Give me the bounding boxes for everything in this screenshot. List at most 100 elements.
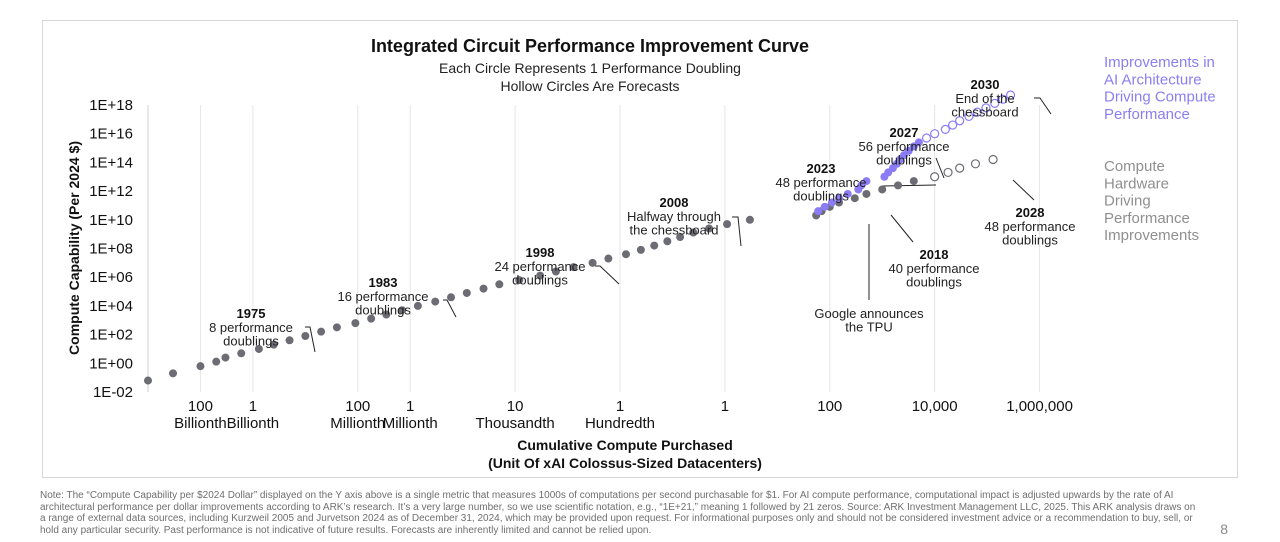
series-1 — [930, 154, 998, 182]
annotation-text: the TPU — [845, 320, 892, 335]
annotation-text: doublings — [876, 153, 932, 168]
page-number: 8 — [1220, 521, 1228, 537]
data-point — [462, 288, 471, 297]
series-0 — [144, 177, 918, 385]
x-tick-label: 10,000 — [912, 398, 958, 415]
data-point — [237, 349, 246, 358]
annotation-text: End of the — [955, 91, 1014, 106]
y-axis: 1E-02 1E+00 1E+02 1E+04 1E+06 1E+08 1E+10 1E+12… — [89, 97, 133, 401]
forecast-point — [943, 167, 953, 178]
data-point — [676, 233, 685, 242]
data-point — [588, 258, 597, 267]
data-point — [636, 245, 645, 254]
annotation-year: 2027 — [890, 125, 919, 140]
annotation-text: 48 performance — [775, 175, 866, 190]
annotation-text: the chessboard — [630, 223, 719, 238]
legend-ai-architecture: Driving Compute — [1104, 89, 1216, 106]
data-point — [843, 189, 852, 198]
annotation-leader — [890, 214, 914, 243]
legend-compute-hardware: Improvements — [1104, 227, 1199, 244]
chart-subtitle-1: Each Circle Represents 1 Performance Dou… — [439, 60, 741, 76]
y-tick-label: 1E+02 — [89, 327, 133, 344]
forecast-point — [990, 98, 1000, 108]
forecast-point — [921, 133, 932, 143]
legend-ai-architecture: AI Architecture — [1104, 71, 1202, 88]
x-tick-sublabel: Billionth — [227, 415, 280, 432]
data-point — [909, 177, 918, 186]
x-tick-sublabel: Millionth — [383, 415, 438, 432]
data-point — [301, 331, 310, 340]
data-point — [196, 362, 205, 371]
data-point — [689, 228, 698, 237]
x-tick-label: 1 — [721, 398, 729, 415]
x-tick-label: 1 — [616, 398, 624, 415]
data-point — [814, 207, 823, 216]
x-tick-label: 10 — [507, 398, 524, 415]
data-point — [894, 181, 903, 190]
data-point — [169, 369, 178, 378]
forecast-point — [1005, 90, 1016, 100]
annotation-text: doublings — [1002, 233, 1058, 248]
data-point — [569, 263, 578, 272]
y-tick-label: 1E+18 — [89, 97, 133, 114]
x-tick-sublabel: Billionth — [174, 415, 227, 432]
x-tick-label: 100 — [345, 398, 370, 415]
data-point — [745, 215, 754, 224]
data-point — [254, 344, 263, 353]
data-point — [382, 310, 391, 319]
data-point — [650, 241, 659, 250]
annotation-leader — [1012, 179, 1035, 201]
forecast-point — [998, 94, 1008, 104]
forecast-point — [948, 120, 958, 130]
annotation-text: 16 performance — [337, 289, 428, 304]
data-point — [431, 297, 440, 306]
annotation-text: doublings — [906, 275, 962, 290]
annotation-text: 56 performance — [858, 139, 949, 154]
data-point — [367, 314, 376, 323]
legend-compute-hardware: Compute — [1104, 158, 1165, 175]
data-point — [604, 254, 613, 263]
data-point — [914, 138, 923, 147]
data-point — [144, 376, 152, 385]
legend-compute-hardware: Hardware — [1104, 175, 1169, 192]
annotation-text: 24 performance — [494, 259, 585, 274]
annotation-year: 1975 — [237, 306, 266, 321]
data-point — [515, 276, 524, 285]
x-tick-sublabel: Thousandth — [475, 415, 554, 432]
grid-lines — [147, 105, 1041, 392]
y-tick-label: 1E+06 — [89, 269, 133, 286]
legend-ai-architecture: Performance — [1104, 106, 1190, 123]
x-tick-label: 100 — [188, 398, 213, 415]
annotation-text: chessboard — [951, 105, 1018, 120]
data-point — [820, 202, 829, 211]
annotation-leader — [935, 157, 945, 179]
annotation-text: Halfway through — [627, 209, 721, 224]
y-tick-label: 1E+08 — [89, 241, 133, 258]
series-3 — [921, 90, 1016, 143]
annotation-leader — [732, 216, 742, 247]
x-tick-sublabel: Millionth — [330, 415, 385, 432]
annotation-text: doublings — [223, 334, 279, 349]
data-point — [285, 336, 294, 345]
forecast-point — [970, 159, 981, 169]
data-point — [723, 220, 732, 229]
forecast-point — [955, 163, 965, 173]
legend-compute-hardware: Driving — [1104, 193, 1151, 210]
legend-compute-hardware: Performance — [1104, 210, 1190, 227]
footnote: Note: The “Compute Capability per $2024 … — [40, 490, 1196, 536]
annotation-leader — [1034, 97, 1052, 115]
y-tick-label: 1E+16 — [89, 126, 133, 143]
x-tick-label: 100 — [817, 398, 842, 415]
annotation-leader — [881, 184, 937, 187]
annotation-text: Google announces — [814, 306, 924, 321]
annotation-year: 2018 — [920, 247, 949, 262]
data-point — [878, 185, 887, 194]
forecast-point — [930, 129, 940, 139]
data-point — [495, 280, 504, 289]
annotation-text: 8 performance — [209, 320, 293, 335]
x-tick-label: 1 — [406, 398, 414, 415]
annotation-year: 2023 — [807, 161, 836, 176]
y-tick-label: 1E+14 — [89, 154, 133, 171]
